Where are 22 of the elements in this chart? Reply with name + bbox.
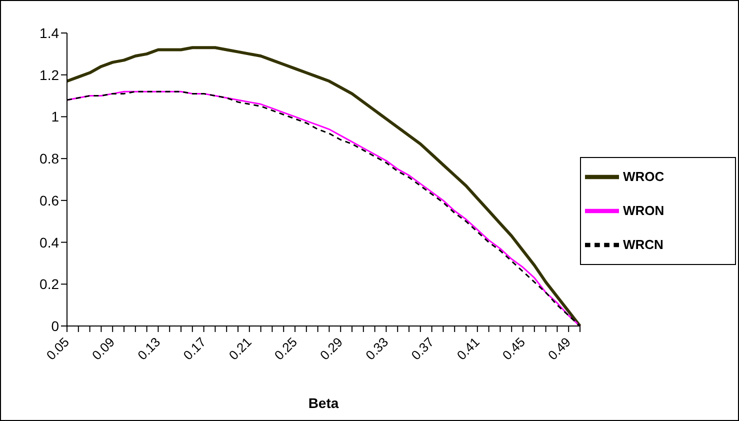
x-tick-label: 0.45 — [499, 334, 528, 363]
y-tick-label: 1.4 — [40, 24, 60, 41]
y-tick-label: 0 — [51, 318, 60, 334]
x-tick-label: 0.49 — [545, 334, 574, 363]
y-tick-label: 0.6 — [40, 192, 60, 208]
legend-label: WRON — [623, 202, 664, 218]
legend-label: WROC — [623, 168, 664, 184]
x-tick-label: 0.05 — [43, 334, 72, 363]
y-tick-label: 0.2 — [40, 276, 60, 292]
y-tick-label: 1.2 — [40, 66, 60, 83]
x-tick-label: 0.29 — [317, 334, 346, 363]
y-tick-label: 0.8 — [40, 150, 60, 167]
x-tick-label: 0.13 — [134, 334, 164, 363]
y-tick-label: 0.4 — [40, 234, 60, 250]
x-tick-label: 0.41 — [454, 334, 482, 363]
x-tick-label: 0.33 — [362, 334, 392, 363]
x-tick-label: 0.25 — [271, 334, 300, 363]
x-tick-label: 0.09 — [89, 334, 118, 363]
legend-label: WRCN — [623, 236, 664, 252]
y-tick-label: 1 — [51, 108, 60, 125]
x-tick-label: 0.21 — [226, 334, 254, 363]
x-axis-title: Beta — [308, 395, 339, 411]
